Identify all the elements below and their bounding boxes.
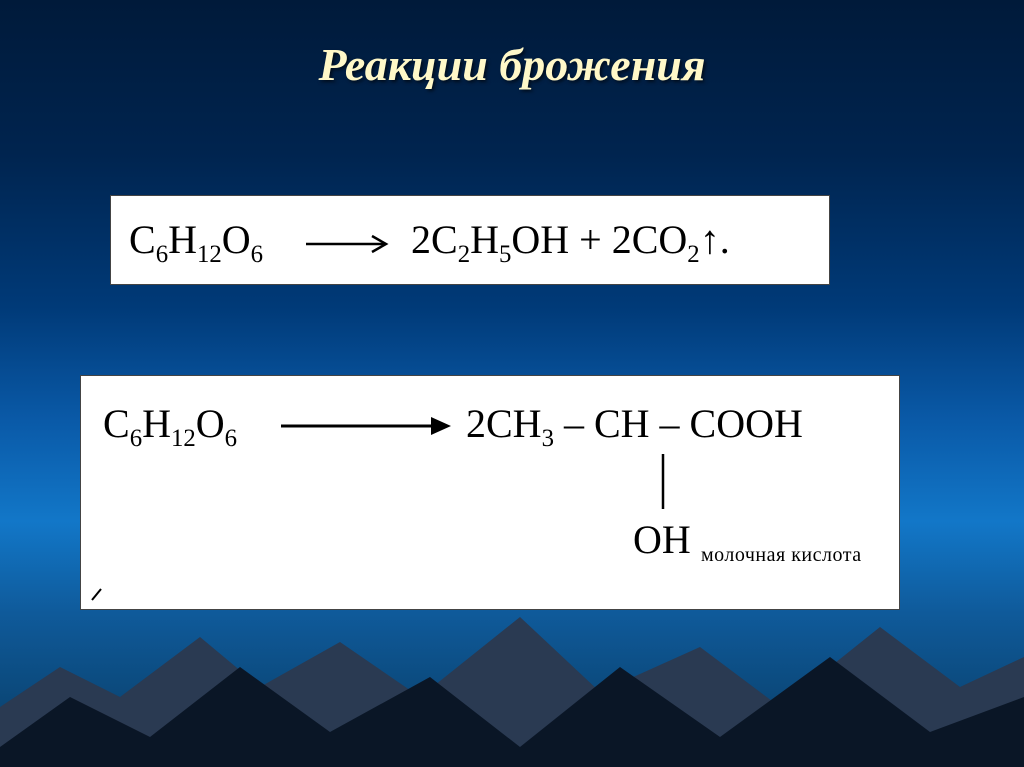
eq1-lhs: C6H12O6 (129, 216, 263, 263)
tick-icon (89, 583, 109, 603)
equation-panel-1: C6H12O6 2C2H5OH + 2CO2↑. (110, 195, 830, 285)
eq2-oh: OH (633, 516, 691, 563)
arrow-icon (306, 234, 396, 254)
equation-panel-2: C6H12O6 2CH3 – CH – COOH OH молочная кис… (80, 375, 900, 610)
bond-icon (661, 454, 665, 509)
slide: Реакции брожения C6H12O6 2C2H5OH + 2CO2↑… (0, 0, 1024, 767)
eq1-rhs: 2C2H5OH + 2CO2↑. (411, 216, 730, 263)
arrow-icon (281, 414, 451, 438)
eq2-lhs: C6H12O6 (103, 400, 237, 447)
eq2-label: молочная кислота (701, 544, 862, 567)
slide-title: Реакции брожения (0, 38, 1024, 91)
eq2-rhs: 2CH3 – CH – COOH (466, 400, 803, 447)
